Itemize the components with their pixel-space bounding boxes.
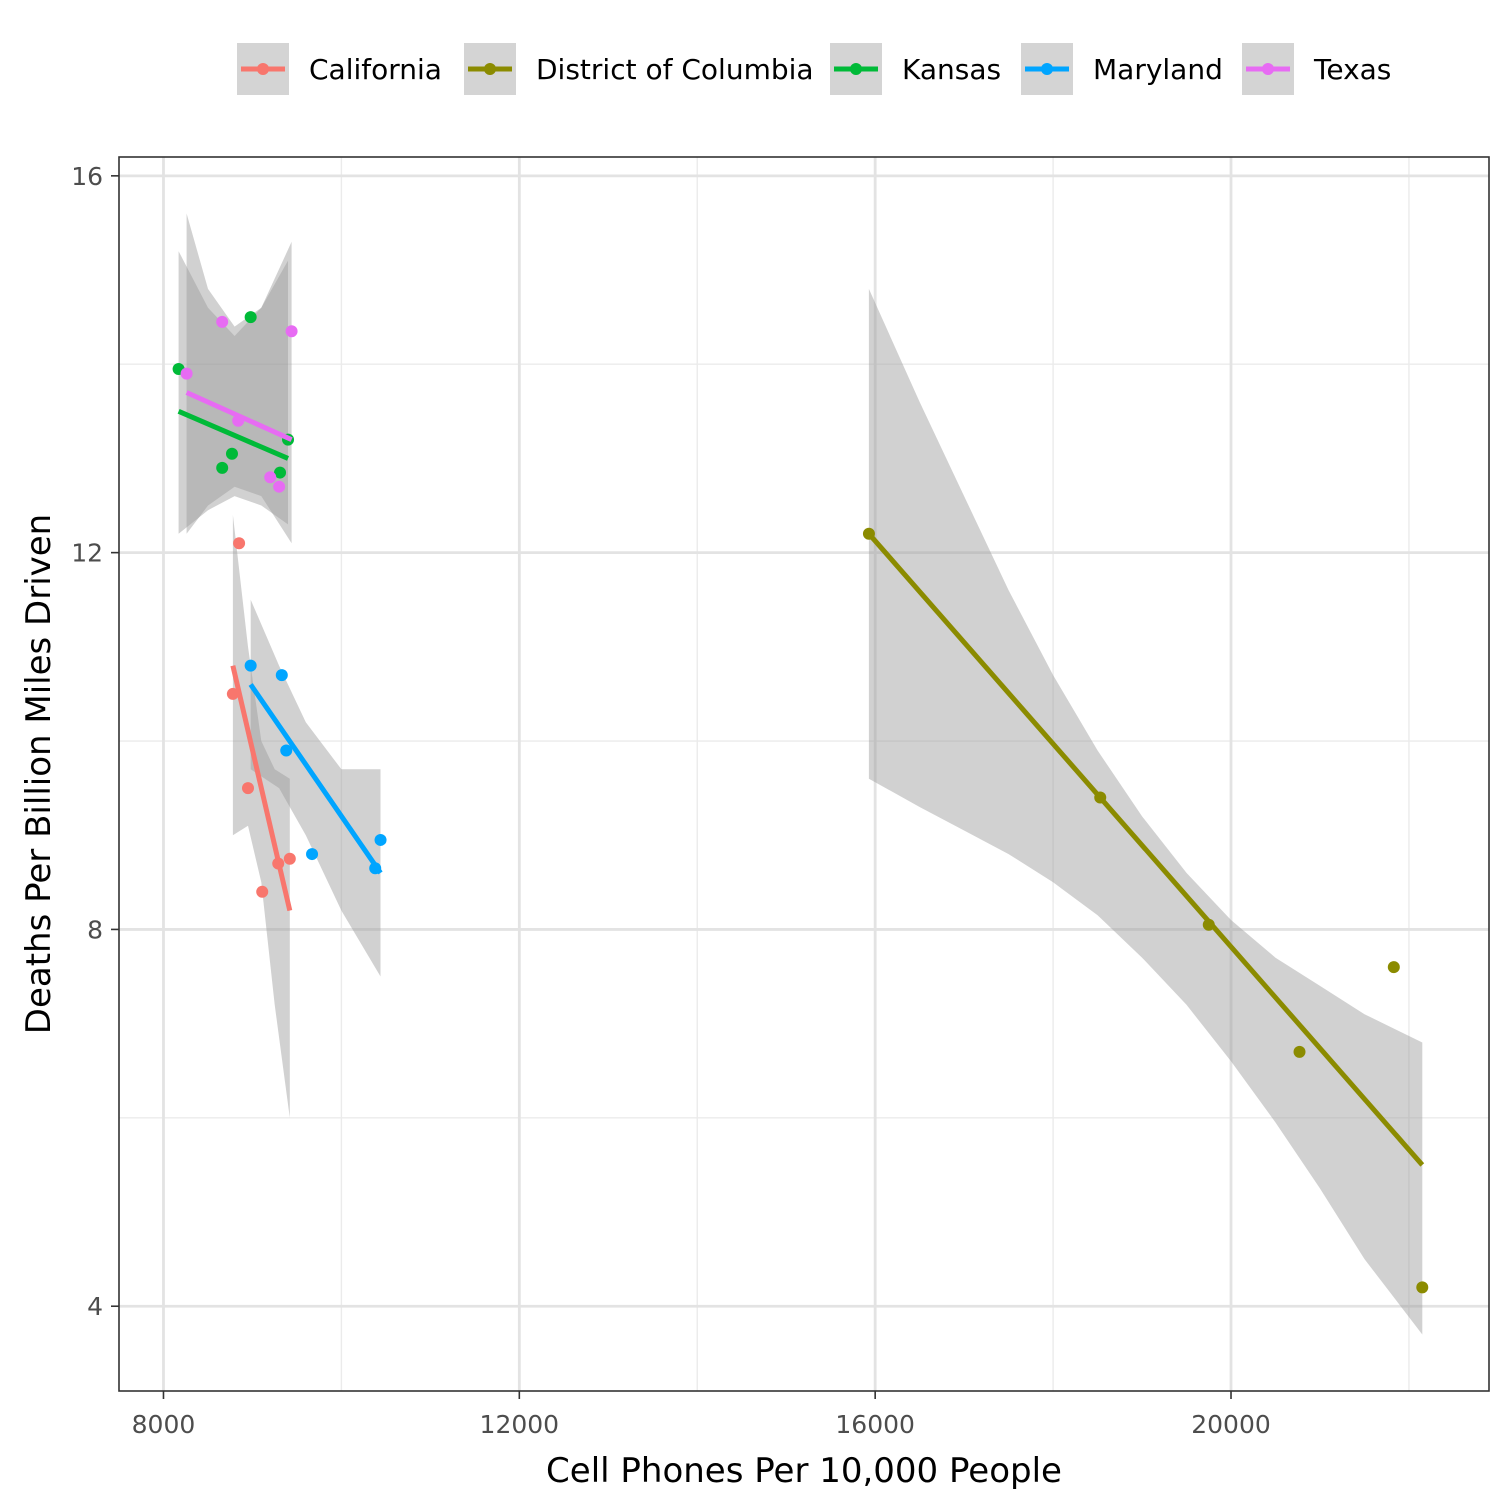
panel-border — [118, 156, 1490, 1392]
legend-label: Texas — [1313, 53, 1391, 86]
data-point-2 — [216, 461, 229, 474]
legend-label: District of Columbia — [536, 53, 814, 86]
y-tick-label: 12 — [71, 539, 103, 568]
data-point-3 — [244, 659, 257, 672]
fit-line-4 — [185, 390, 293, 442]
confidence-band-1 — [868, 288, 1423, 1335]
data-point-4 — [216, 315, 229, 328]
data-point-0 — [256, 885, 269, 898]
fit-line-1 — [867, 532, 1425, 1167]
data-point-1 — [1293, 1045, 1306, 1058]
legend: California District of Columbia Kansas Mary… — [237, 43, 1391, 95]
x-tick-label: 16000 — [835, 1410, 915, 1439]
confidence-band-4 — [186, 213, 292, 544]
legend-item-4: Texas — [1242, 43, 1391, 95]
data-point-1 — [1387, 961, 1400, 974]
fit-lines — [177, 390, 1425, 1167]
y-tick-label: 4 — [87, 1292, 103, 1321]
data-point-1 — [1416, 1281, 1429, 1294]
data-point-4 — [264, 471, 277, 484]
data-point-4 — [180, 367, 193, 380]
data-point-0 — [226, 687, 239, 700]
data-point-0 — [241, 782, 254, 795]
legend-item-3: Maryland — [1021, 43, 1223, 95]
data-point-0 — [233, 537, 246, 550]
x-tick-label: 8000 — [132, 1410, 196, 1439]
data-point-3 — [280, 744, 293, 757]
data-point-3 — [275, 669, 288, 682]
x-tick-label: 12000 — [480, 1410, 560, 1439]
fit-line-3 — [248, 683, 383, 875]
legend-key-point — [1041, 63, 1053, 75]
legend-key-point — [257, 63, 269, 75]
data-point-2 — [225, 447, 238, 460]
data-point-2 — [244, 311, 257, 324]
fit-line-2 — [177, 409, 290, 461]
data-point-3 — [374, 833, 387, 846]
y-tick-label: 8 — [87, 915, 103, 944]
data-point-4 — [273, 480, 286, 493]
legend-label: Maryland — [1093, 53, 1223, 86]
legend-label: Kansas — [902, 53, 1001, 86]
x-tick-label: 20000 — [1191, 1410, 1271, 1439]
fit-line-0 — [230, 665, 293, 912]
grid-lines — [119, 157, 1489, 1391]
data-point-2 — [274, 466, 287, 479]
data-point-0 — [283, 852, 296, 865]
data-point-3 — [306, 848, 319, 861]
legend-key-point — [484, 63, 496, 75]
y-tick-label: 16 — [71, 162, 103, 191]
legend-item-1: District of Columbia — [464, 43, 814, 95]
axes: 8000 12000 16000 20000 4 8 12 16 — [71, 162, 1271, 1439]
x-axis-title: Cell Phones Per 10,000 People — [546, 1451, 1062, 1491]
legend-label: California — [309, 53, 442, 86]
data-point-4 — [285, 325, 298, 338]
y-axis-title: Deaths Per Billion Miles Driven — [19, 514, 59, 1034]
legend-item-2: Kansas — [830, 43, 1001, 95]
confidence-band-3 — [250, 599, 381, 977]
legend-item-0: California — [237, 43, 442, 95]
legend-key-point — [1262, 63, 1274, 75]
legend-key-point — [850, 63, 862, 75]
confidence-band-2 — [178, 251, 288, 534]
